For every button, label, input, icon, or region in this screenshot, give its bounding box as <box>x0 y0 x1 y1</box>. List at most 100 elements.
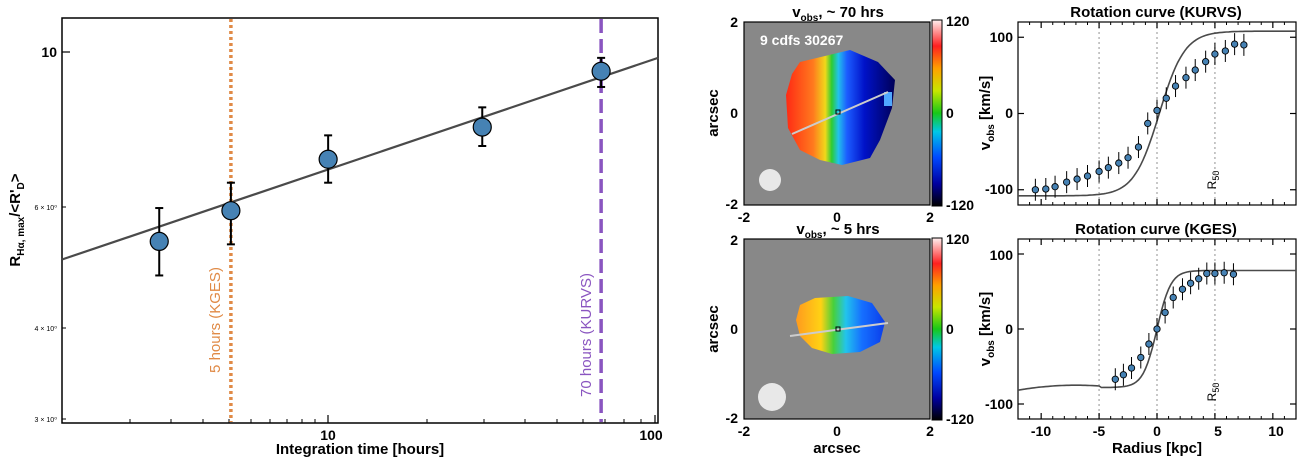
data-point <box>1182 74 1190 82</box>
map-top-y-tick-m2: -2 <box>726 196 739 212</box>
data-point <box>1127 364 1136 372</box>
map-bottom-x-axis-label: arcsec <box>813 440 861 457</box>
data-point <box>1203 269 1211 278</box>
left-marks <box>61 19 659 422</box>
data-point <box>472 117 492 137</box>
data-point <box>1051 183 1059 191</box>
data-point <box>1230 40 1239 48</box>
rc-kurvs-r50-label: R50 <box>1205 171 1221 190</box>
map-top-source-label: 9 cdfs 30267 <box>760 32 843 48</box>
map-bottom-y-tick-2: 2 <box>730 232 738 248</box>
data-point <box>1031 186 1040 194</box>
kurvs-line-label: 70 hours (KURVS) <box>578 273 595 397</box>
data-point <box>318 149 338 169</box>
data-point <box>1144 119 1152 128</box>
rc-kurvs-y-tick-0: 0 <box>1005 105 1013 121</box>
data-point <box>1211 269 1219 278</box>
data-point <box>1137 353 1145 362</box>
map-top-beam <box>759 169 781 191</box>
data-point <box>1153 325 1161 333</box>
map-top-velocity-field <box>786 50 895 165</box>
map-bottom-y-tick-0: 0 <box>730 321 738 337</box>
colorbar-bottom-tick-120: 120 <box>946 231 970 247</box>
data-point <box>1073 175 1081 183</box>
colorbar-top-tick-0: 0 <box>946 105 954 121</box>
data-point <box>1153 106 1161 115</box>
data-point <box>1191 66 1199 74</box>
rc-kges-x-axis-label: Radius [kpc] <box>1112 440 1202 457</box>
left-y-axis-label: RHα, max/<R'D> <box>7 173 27 266</box>
data-point <box>591 61 611 81</box>
data-point <box>1119 371 1128 379</box>
rotation-curve-kges: Rotation curve (KGES) 100 0 -100 -10 -5 … <box>985 221 1297 457</box>
map-top-x-tick-2: 2 <box>926 209 934 225</box>
map-top-x-tick-m2: -2 <box>738 209 751 225</box>
map-bottom-x-tick-m2: -2 <box>738 423 751 439</box>
data-point <box>1063 178 1071 186</box>
colorbar-bottom-tick-m120: -120 <box>946 411 974 427</box>
left-y-tick-10: 10 <box>41 44 57 60</box>
left-x-tick-10: 10 <box>320 427 336 443</box>
rc-kges-r50-label: R50 <box>1205 383 1221 402</box>
rc-kges-x-tick-5: 5 <box>1214 423 1222 439</box>
velocity-map-bottom: vobs, ~ 5 hrs 2 0 -2 -2 0 2 arcsec arcse… <box>705 221 997 457</box>
data-point <box>1240 41 1248 49</box>
data-point <box>1178 285 1187 293</box>
rc-kges-y-tick-100: 100 <box>990 247 1014 263</box>
kges-line-label: 5 hours (KGES) <box>207 267 224 373</box>
rc-kges-y-tick-m100: -100 <box>985 396 1013 412</box>
velocity-map-top: vobs, ~ 70 hrs 9 cdfs 30267 2 0 -2 -2 0 … <box>705 4 997 225</box>
map-bottom-y-tick-m2: -2 <box>726 410 739 426</box>
left-plot-frame <box>61 17 659 424</box>
data-point <box>1195 275 1203 283</box>
colorbar-top <box>931 19 943 207</box>
map-top-y-tick-0: 0 <box>730 105 738 121</box>
left-y-ticks <box>62 51 70 420</box>
rc-kurvs-y-tick-m100: -100 <box>985 181 1013 197</box>
left-y-tick-6: 6 × 10⁰ <box>35 204 58 212</box>
map-bottom-kinematic-axis <box>789 322 889 337</box>
map-bottom-center-marker <box>835 326 841 332</box>
map-bottom-x-tick-2: 2 <box>926 423 934 439</box>
map-top-y-axis-label: arcsec <box>705 89 722 137</box>
rc-kges-x-tick-m10: -10 <box>1031 423 1051 439</box>
map-bottom-beam <box>758 383 786 411</box>
data-point <box>1124 154 1132 162</box>
map-bottom-y-axis-label: arcsec <box>705 305 722 353</box>
colorbar-top-tick-120: 120 <box>946 13 970 29</box>
map-top-center-marker <box>835 109 841 115</box>
data-point <box>1161 308 1169 317</box>
map-top-title: vobs, ~ 70 hrs <box>792 4 884 24</box>
map-bottom-title: vobs, ~ 5 hrs <box>796 221 879 241</box>
rc-kges-marks <box>1017 239 1296 419</box>
data-point <box>1095 167 1103 176</box>
left-panel: 10 100 10 6 × 10⁰ 4 × 10⁰ 3 × 10⁰ Integr… <box>7 17 663 458</box>
map-bottom-velocity-field <box>796 296 885 354</box>
left-x-axis-label: Integration time [hours] <box>276 441 444 458</box>
rc-kges-title: Rotation curve (KGES) <box>1075 221 1237 238</box>
data-point <box>1171 82 1180 90</box>
data-point <box>1211 50 1219 58</box>
data-point <box>1134 143 1143 151</box>
data-point <box>1169 293 1177 302</box>
rc-kurvs-title: Rotation curve (KURVS) <box>1070 4 1241 21</box>
data-point <box>221 201 241 221</box>
data-point <box>1202 58 1210 66</box>
map-top-y-tick-2: 2 <box>730 14 738 30</box>
map-bottom-frame <box>743 238 931 420</box>
rc-kges-y-tick-0: 0 <box>1005 321 1013 337</box>
left-x-ticks <box>129 415 656 423</box>
map-top-frame <box>743 21 931 206</box>
data-point <box>1220 269 1228 277</box>
data-point <box>1186 279 1195 287</box>
left-y-tick-3: 3 × 10⁰ <box>35 416 58 424</box>
data-point <box>1083 172 1092 180</box>
colorbar-top-label: vobs [km/s] <box>977 76 997 150</box>
rotation-curve-kurvs: Rotation curve (KURVS) 100 0 -100 R50 <box>985 4 1297 206</box>
data-point <box>149 231 169 252</box>
colorbar-top-tick-m120: -120 <box>946 197 974 213</box>
data-point <box>1221 47 1229 55</box>
data-point <box>1115 159 1123 167</box>
data-point <box>1111 375 1119 383</box>
